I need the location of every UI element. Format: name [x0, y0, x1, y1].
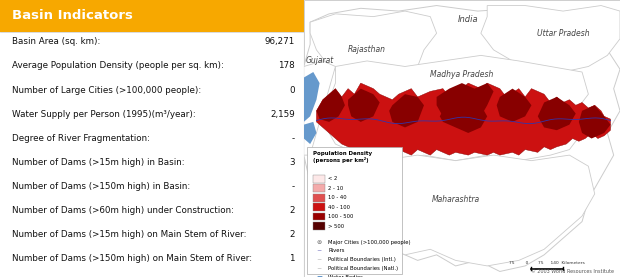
Text: -: -	[291, 134, 294, 143]
Bar	[312, 175, 325, 183]
Text: ~: ~	[316, 248, 322, 253]
Text: 2 - 10: 2 - 10	[329, 186, 343, 191]
Text: < 2: < 2	[329, 176, 338, 181]
Text: Number of Dams (>60m high) under Construction:: Number of Dams (>60m high) under Constru…	[12, 206, 234, 215]
Text: 2: 2	[289, 230, 294, 239]
Text: Degree of River Fragmentation:: Degree of River Fragmentation:	[12, 134, 150, 143]
Text: Number of Large Cities (>100,000 people):: Number of Large Cities (>100,000 people)…	[12, 86, 202, 94]
Bar	[312, 184, 325, 192]
Polygon shape	[481, 6, 620, 72]
Text: Rajasthan: Rajasthan	[348, 45, 386, 54]
Text: Population Density
(persons per km²): Population Density (persons per km²)	[313, 151, 373, 163]
Text: 1: 1	[289, 254, 294, 263]
Text: Number of Dams (>150m high) on Main Stem of River:: Number of Dams (>150m high) on Main Stem…	[12, 254, 252, 263]
Text: 100 - 500: 100 - 500	[329, 214, 354, 219]
Text: 2,159: 2,159	[270, 110, 294, 119]
Text: Rivers: Rivers	[329, 248, 345, 253]
Text: Number of Dams (>150m high) in Basin:: Number of Dams (>150m high) in Basin:	[12, 182, 190, 191]
Polygon shape	[436, 83, 494, 122]
Polygon shape	[304, 6, 620, 271]
Text: Madhya Pradesh: Madhya Pradesh	[430, 70, 494, 79]
Polygon shape	[348, 89, 379, 122]
Text: 178: 178	[278, 61, 294, 70]
Text: 40 - 100: 40 - 100	[329, 205, 350, 210]
Polygon shape	[389, 94, 424, 127]
Bar	[0, 0, 304, 32]
Text: 75        0       75     140  Kilometers: 75 0 75 140 Kilometers	[510, 261, 585, 265]
Polygon shape	[316, 150, 595, 266]
Bar	[312, 222, 325, 230]
Text: Political Boundaries (Intl.): Political Boundaries (Intl.)	[329, 257, 396, 262]
Text: 10 - 40: 10 - 40	[329, 195, 347, 200]
Text: 3: 3	[289, 158, 294, 167]
Text: > 500: > 500	[329, 224, 345, 229]
Text: ■: ■	[316, 275, 322, 277]
Text: Gujarat: Gujarat	[306, 57, 334, 65]
Text: Political Boundaries (Natl.): Political Boundaries (Natl.)	[329, 266, 399, 271]
Text: Number of Dams (>15m high) on Main Stem of River:: Number of Dams (>15m high) on Main Stem …	[12, 230, 247, 239]
Polygon shape	[316, 83, 611, 155]
Text: © 2003 World Resources Institute: © 2003 World Resources Institute	[531, 269, 614, 274]
Polygon shape	[538, 97, 576, 130]
Polygon shape	[310, 11, 436, 83]
Polygon shape	[304, 61, 335, 155]
Polygon shape	[323, 55, 588, 161]
Text: 96,271: 96,271	[265, 37, 294, 46]
Bar	[312, 213, 325, 220]
Polygon shape	[316, 89, 345, 122]
Polygon shape	[440, 100, 487, 133]
Polygon shape	[304, 72, 320, 122]
Text: 0: 0	[289, 86, 294, 94]
Polygon shape	[579, 105, 611, 138]
Polygon shape	[304, 122, 316, 144]
Polygon shape	[497, 89, 531, 122]
Text: 2: 2	[289, 206, 294, 215]
Text: Major Cities (>100,000 people): Major Cities (>100,000 people)	[329, 240, 411, 245]
Text: Average Population Density (people per sq. km):: Average Population Density (people per s…	[12, 61, 224, 70]
Text: India: India	[458, 15, 479, 24]
Bar	[307, 147, 402, 274]
Text: Uttar Pradesh: Uttar Pradesh	[537, 29, 590, 38]
Text: Number of Dams (>15m high) in Basin:: Number of Dams (>15m high) in Basin:	[12, 158, 185, 167]
Text: Maharashtra: Maharashtra	[432, 195, 480, 204]
Bar	[312, 203, 325, 211]
Text: ~: ~	[316, 257, 322, 262]
Text: Water Bodies: Water Bodies	[329, 275, 363, 277]
Text: ⊚: ⊚	[316, 240, 322, 245]
Text: ~: ~	[316, 266, 322, 271]
Text: Basin Area (sq. km):: Basin Area (sq. km):	[12, 37, 100, 46]
Text: Basin Indicators: Basin Indicators	[12, 9, 133, 22]
Bar	[312, 194, 325, 202]
Text: -: -	[291, 182, 294, 191]
Text: Water Supply per Person (1995)(m³/year):: Water Supply per Person (1995)(m³/year):	[12, 110, 196, 119]
